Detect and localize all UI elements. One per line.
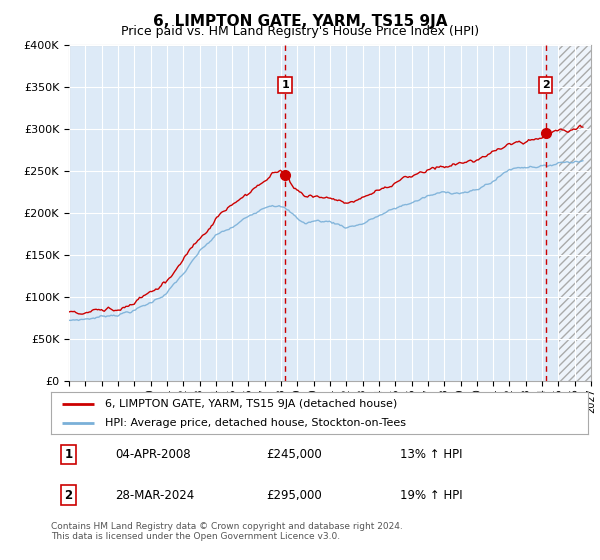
- Text: 2: 2: [542, 80, 550, 90]
- Text: 6, LIMPTON GATE, YARM, TS15 9JA (detached house): 6, LIMPTON GATE, YARM, TS15 9JA (detache…: [105, 399, 397, 409]
- Text: 13% ↑ HPI: 13% ↑ HPI: [400, 448, 463, 461]
- Text: £245,000: £245,000: [266, 448, 322, 461]
- Bar: [559, 45, 591, 381]
- Text: £295,000: £295,000: [266, 489, 322, 502]
- Text: Contains HM Land Registry data © Crown copyright and database right 2024.
This d: Contains HM Land Registry data © Crown c…: [51, 522, 403, 542]
- Text: 28-MAR-2024: 28-MAR-2024: [115, 489, 194, 502]
- Text: 6, LIMPTON GATE, YARM, TS15 9JA: 6, LIMPTON GATE, YARM, TS15 9JA: [153, 14, 447, 29]
- Text: 2: 2: [64, 489, 73, 502]
- Text: 1: 1: [64, 448, 73, 461]
- Text: HPI: Average price, detached house, Stockton-on-Tees: HPI: Average price, detached house, Stoc…: [105, 418, 406, 428]
- Text: Price paid vs. HM Land Registry's House Price Index (HPI): Price paid vs. HM Land Registry's House …: [121, 25, 479, 38]
- Text: 19% ↑ HPI: 19% ↑ HPI: [400, 489, 463, 502]
- Text: 1: 1: [281, 80, 289, 90]
- Bar: [559, 45, 591, 381]
- Text: 04-APR-2008: 04-APR-2008: [115, 448, 191, 461]
